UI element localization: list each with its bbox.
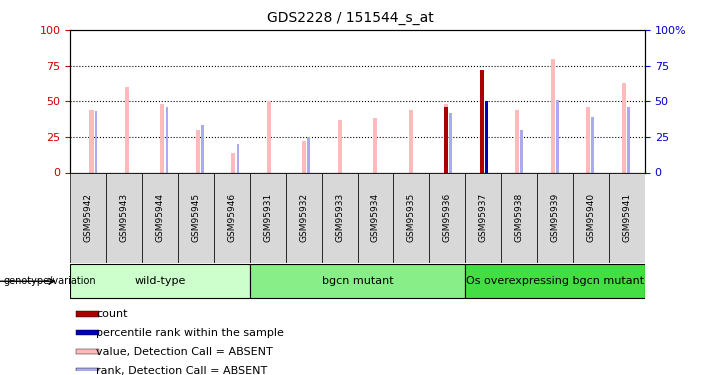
Bar bbox=[165, 107, 168, 172]
Bar bbox=[70, 264, 250, 298]
Bar bbox=[106, 172, 142, 262]
Text: GSM95940: GSM95940 bbox=[587, 193, 596, 242]
Bar bbox=[76, 349, 99, 354]
Text: GSM95934: GSM95934 bbox=[371, 193, 380, 242]
Text: Os overexpressing bgcn mutant: Os overexpressing bgcn mutant bbox=[466, 276, 644, 286]
Bar bbox=[444, 107, 449, 172]
Bar bbox=[142, 172, 178, 262]
Bar bbox=[286, 172, 322, 262]
Text: GSM95941: GSM95941 bbox=[622, 193, 632, 242]
Bar bbox=[479, 70, 484, 172]
Bar bbox=[627, 107, 629, 172]
Text: GSM95937: GSM95937 bbox=[479, 193, 488, 242]
Bar bbox=[573, 172, 609, 262]
Bar bbox=[485, 101, 488, 172]
Bar bbox=[266, 101, 271, 172]
Bar bbox=[373, 118, 377, 172]
Bar bbox=[76, 311, 99, 316]
Bar bbox=[550, 58, 554, 172]
Bar bbox=[250, 264, 465, 298]
Bar bbox=[501, 172, 537, 262]
Text: count: count bbox=[96, 309, 128, 319]
Bar bbox=[76, 330, 99, 336]
Bar bbox=[231, 153, 236, 173]
Bar bbox=[485, 101, 488, 172]
Bar bbox=[479, 70, 484, 172]
Text: GSM95945: GSM95945 bbox=[191, 193, 200, 242]
Bar bbox=[609, 172, 645, 262]
Text: genotype/variation: genotype/variation bbox=[4, 276, 96, 286]
Bar bbox=[393, 172, 429, 262]
Bar bbox=[250, 172, 286, 262]
Bar bbox=[125, 87, 129, 172]
Bar bbox=[465, 172, 501, 262]
Bar bbox=[236, 144, 239, 172]
Bar bbox=[89, 110, 93, 172]
Bar bbox=[214, 172, 250, 262]
Text: GSM95936: GSM95936 bbox=[443, 193, 452, 242]
Bar bbox=[358, 172, 393, 262]
Bar bbox=[196, 130, 200, 172]
Text: GSM95943: GSM95943 bbox=[119, 193, 128, 242]
Bar bbox=[338, 120, 342, 172]
Bar bbox=[537, 172, 573, 262]
Text: GSM95944: GSM95944 bbox=[156, 193, 165, 242]
Text: wild-type: wild-type bbox=[134, 276, 186, 286]
Bar bbox=[95, 111, 97, 172]
Text: GSM95938: GSM95938 bbox=[515, 193, 524, 242]
Bar bbox=[449, 112, 452, 172]
Text: percentile rank within the sample: percentile rank within the sample bbox=[96, 328, 284, 338]
Text: rank, Detection Call = ABSENT: rank, Detection Call = ABSENT bbox=[96, 366, 267, 375]
Text: GSM95942: GSM95942 bbox=[83, 193, 93, 242]
Bar bbox=[409, 110, 413, 172]
Bar bbox=[515, 110, 519, 172]
Bar bbox=[70, 172, 106, 262]
Bar bbox=[622, 83, 626, 172]
Bar bbox=[161, 104, 165, 172]
Bar bbox=[556, 100, 559, 172]
Bar bbox=[302, 141, 306, 172]
Bar bbox=[465, 264, 645, 298]
Text: GSM95939: GSM95939 bbox=[550, 193, 559, 242]
Bar bbox=[308, 137, 311, 172]
Text: GSM95933: GSM95933 bbox=[335, 193, 344, 242]
Text: GSM95931: GSM95931 bbox=[263, 193, 272, 242]
Bar bbox=[76, 368, 99, 373]
Text: bgcn mutant: bgcn mutant bbox=[322, 276, 393, 286]
Text: value, Detection Call = ABSENT: value, Detection Call = ABSENT bbox=[96, 346, 273, 357]
Bar bbox=[444, 104, 449, 172]
Text: GDS2228 / 151544_s_at: GDS2228 / 151544_s_at bbox=[267, 11, 434, 25]
Text: GSM95932: GSM95932 bbox=[299, 193, 308, 242]
Bar bbox=[322, 172, 358, 262]
Text: GSM95935: GSM95935 bbox=[407, 193, 416, 242]
Bar bbox=[178, 172, 214, 262]
Bar bbox=[201, 126, 204, 172]
Bar bbox=[430, 172, 465, 262]
Bar bbox=[520, 130, 523, 172]
Bar bbox=[586, 107, 590, 172]
Bar bbox=[592, 117, 594, 172]
Text: GSM95946: GSM95946 bbox=[227, 193, 236, 242]
